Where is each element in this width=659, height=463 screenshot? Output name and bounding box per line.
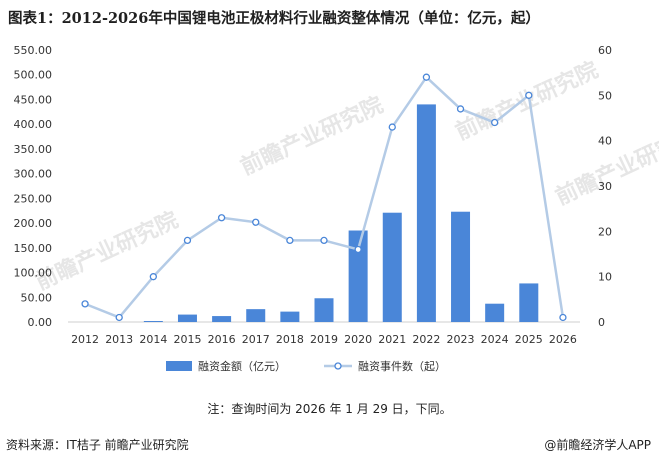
watermark-text: 前瞻产业研究院 bbox=[452, 57, 603, 146]
source-text: 资料来源：IT桔子 前瞻产业研究院 bbox=[6, 438, 189, 452]
line-point bbox=[456, 105, 465, 113]
line-point bbox=[252, 218, 260, 226]
bar bbox=[519, 283, 539, 322]
bar bbox=[348, 230, 368, 322]
left-tick-label: 500.00 bbox=[14, 69, 53, 82]
x-tick-label: 2018 bbox=[276, 333, 304, 346]
line-point bbox=[354, 245, 362, 254]
line-point bbox=[320, 236, 328, 245]
right-tick-label: 40 bbox=[598, 135, 612, 148]
x-tick-label: 2016 bbox=[208, 333, 236, 346]
x-tick-label: 2023 bbox=[447, 333, 475, 346]
left-tick-label: 100.00 bbox=[14, 267, 53, 280]
bar bbox=[382, 212, 402, 322]
watermark-text: 前瞻产业研究院 bbox=[237, 92, 388, 181]
bar bbox=[246, 309, 266, 322]
x-tick-label: 2012 bbox=[71, 333, 99, 346]
brand-text: @前瞻经济学人APP bbox=[544, 438, 651, 452]
left-tick-label: 150.00 bbox=[14, 242, 53, 255]
legend-line-marker bbox=[334, 362, 342, 370]
left-axis: 0.00 50.00 100.00 150.00 200.00 250.00 300.00 3… bbox=[14, 44, 53, 329]
x-tick-label: 2017 bbox=[242, 333, 270, 346]
right-axis: 0 10 20 30 40 50 60 bbox=[598, 44, 612, 329]
right-tick-label: 60 bbox=[598, 44, 612, 57]
right-tick-label: 0 bbox=[598, 316, 605, 329]
watermark-text: 前瞻产业研究院 bbox=[32, 207, 183, 296]
x-tick-label: 2013 bbox=[105, 333, 133, 346]
bar bbox=[314, 298, 334, 322]
line-point bbox=[115, 313, 123, 322]
line-point bbox=[149, 273, 157, 281]
x-tick-label: 2014 bbox=[139, 333, 167, 346]
line-point bbox=[286, 236, 294, 245]
legend-bar-label: 融资金额（亿元） bbox=[198, 359, 286, 373]
left-tick-label: 550.00 bbox=[14, 44, 53, 57]
x-tick-label: 2026 bbox=[549, 333, 577, 346]
bar bbox=[280, 311, 300, 322]
line-point bbox=[388, 123, 396, 131]
x-tick-label: 2024 bbox=[481, 333, 509, 346]
right-tick-label: 30 bbox=[598, 180, 612, 193]
line-series bbox=[81, 73, 567, 322]
line-point bbox=[422, 73, 431, 81]
chart-note: 注：查询时间为 2026 年 1 月 29 日，下同。 bbox=[207, 402, 452, 416]
left-tick-label: 50.00 bbox=[21, 291, 53, 304]
right-tick-label: 20 bbox=[598, 225, 612, 238]
line-point bbox=[183, 236, 192, 245]
x-tick-label: 2025 bbox=[515, 333, 543, 346]
line-point bbox=[217, 214, 226, 222]
bar bbox=[177, 314, 197, 322]
line-point bbox=[81, 300, 89, 308]
line-point bbox=[491, 118, 499, 127]
x-tick-label: 2015 bbox=[173, 333, 201, 346]
bar bbox=[451, 211, 471, 322]
x-tick-label: 2020 bbox=[344, 333, 372, 346]
x-tick-label: 2021 bbox=[378, 333, 406, 346]
left-tick-label: 400.00 bbox=[14, 118, 53, 131]
left-tick-label: 0.00 bbox=[28, 316, 53, 329]
bar bbox=[212, 316, 232, 322]
left-tick-label: 450.00 bbox=[14, 93, 53, 106]
right-tick-label: 50 bbox=[598, 89, 612, 102]
legend-line-label: 融资事件数（起） bbox=[358, 360, 446, 373]
left-tick-label: 350.00 bbox=[14, 143, 53, 156]
bar bbox=[485, 303, 505, 322]
line-point bbox=[559, 313, 567, 322]
x-axis: 2012 2013 2014 2015 2016 2017 2018 2019 2020 2021… bbox=[71, 333, 577, 346]
line-point bbox=[525, 91, 533, 99]
legend-bar-swatch bbox=[166, 361, 192, 371]
bar bbox=[416, 104, 436, 323]
left-tick-label: 200.00 bbox=[14, 217, 53, 230]
bar bbox=[143, 321, 163, 322]
left-tick-label: 300.00 bbox=[14, 168, 53, 181]
x-tick-label: 2019 bbox=[310, 333, 338, 346]
bar-series bbox=[143, 104, 539, 323]
legend: 融资金额（亿元） 融资事件数（起） bbox=[166, 359, 446, 373]
chart-title: 图表1：2012-2026年中国锂电池正极材料行业融资整体情况（单位：亿元，起） bbox=[8, 10, 540, 27]
x-tick-label: 2022 bbox=[412, 333, 440, 346]
left-tick-label: 250.00 bbox=[14, 192, 53, 205]
right-tick-label: 10 bbox=[598, 271, 612, 284]
